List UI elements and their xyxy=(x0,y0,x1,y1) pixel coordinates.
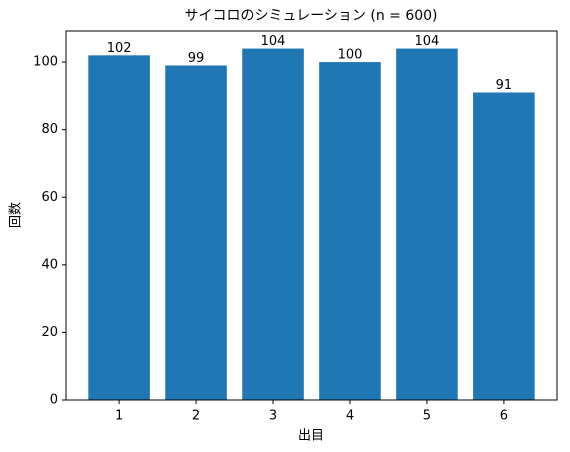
y-tick-label: 60 xyxy=(41,190,58,205)
plot-frame xyxy=(65,30,558,401)
data-label: 104 xyxy=(261,34,286,49)
data-label: 91 xyxy=(496,78,513,93)
bar xyxy=(88,55,150,400)
data-label: 99 xyxy=(188,51,205,66)
x-tick-label: 5 xyxy=(423,409,431,424)
x-tick-label: 1 xyxy=(115,409,123,424)
y-tick-label: 40 xyxy=(41,257,58,272)
y-tick-label: 100 xyxy=(33,55,58,70)
data-label: 100 xyxy=(338,48,363,63)
chart-title: サイコロのシミュレーション (n = 600) xyxy=(184,8,437,24)
x-axis-label: 出目 xyxy=(298,429,324,444)
bar xyxy=(473,92,535,400)
y-tick-label: 20 xyxy=(41,325,58,340)
x-tick-label: 3 xyxy=(269,409,277,424)
bar xyxy=(319,62,381,400)
x-tick-label: 4 xyxy=(346,409,354,424)
y-tick-label: 0 xyxy=(50,393,58,408)
bar xyxy=(396,48,458,400)
bar xyxy=(242,48,304,400)
y-tick-label: 80 xyxy=(41,122,58,137)
bar xyxy=(165,65,227,400)
data-label: 102 xyxy=(107,41,132,56)
data-label: 104 xyxy=(415,34,440,49)
x-tick-label: 2 xyxy=(192,409,200,424)
x-tick-label: 6 xyxy=(500,409,508,424)
y-axis-label: 回数 xyxy=(9,202,24,228)
